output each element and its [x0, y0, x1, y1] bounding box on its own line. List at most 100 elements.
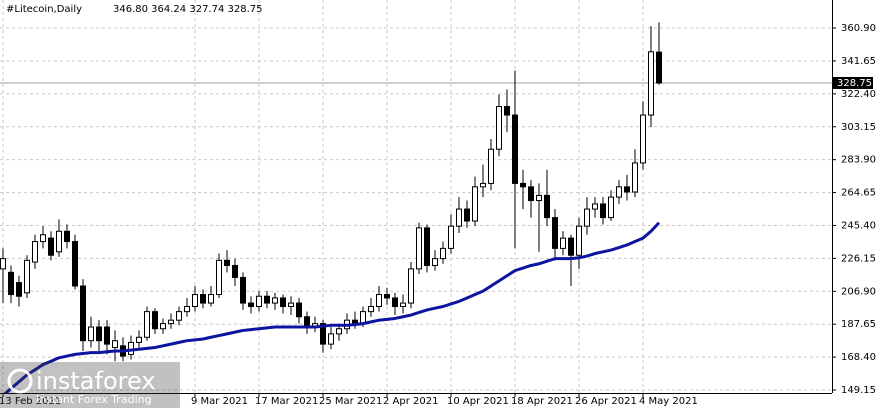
candle-body	[136, 336, 142, 343]
candle-body	[160, 323, 166, 330]
candle-body	[72, 241, 78, 287]
y-tick-label: 168.40	[841, 352, 876, 363]
candle-body	[624, 186, 630, 193]
candle-body	[552, 217, 558, 249]
candle-body	[368, 306, 374, 313]
watermark-brand: instaforex	[36, 367, 156, 395]
candle-body	[256, 295, 262, 308]
y-tick-label: 187.65	[841, 319, 876, 330]
candle-body	[560, 237, 566, 249]
candle-body	[400, 302, 406, 308]
candle-body	[576, 225, 582, 256]
x-tick-label: 10 Apr 2021	[447, 396, 509, 407]
y-tick-label: 283.90	[841, 155, 876, 166]
y-tick-label: 245.40	[841, 220, 876, 231]
candle-body	[376, 294, 382, 308]
candle-body	[424, 227, 430, 266]
candle-body	[592, 203, 598, 210]
candle-body	[144, 311, 150, 338]
candle-body	[608, 196, 614, 219]
candle-body	[216, 259, 222, 296]
header: #Litecoin,Daily 346.80 364.24 327.74 328…	[6, 4, 263, 15]
candle-body	[0, 258, 6, 270]
candle-body	[152, 311, 158, 330]
candle-body	[88, 326, 94, 342]
y-tick-label: 206.90	[841, 286, 876, 297]
x-tick-label: 25 Mar 2021	[319, 396, 382, 407]
candle-body	[224, 259, 230, 266]
candle-body	[24, 259, 30, 294]
candle-body	[128, 341, 134, 355]
candle-body	[168, 319, 174, 325]
candle-body	[288, 302, 294, 308]
candle-body	[208, 294, 214, 304]
candle-body	[480, 182, 486, 188]
x-tick-label: 26 Apr 2021	[575, 396, 637, 407]
candle-body	[64, 230, 70, 243]
y-tick-label: 264.65	[841, 188, 876, 199]
chart-title: #Litecoin,Daily	[6, 4, 82, 15]
candle-body	[304, 316, 310, 328]
candle-body	[392, 297, 398, 308]
candle-body	[416, 227, 422, 270]
candle-body	[440, 247, 446, 260]
x-tick-label: 17 Mar 2021	[255, 396, 318, 407]
candle-body	[80, 285, 86, 342]
candle-body	[184, 306, 190, 313]
x-tick-label: 9 Mar 2021	[191, 396, 248, 407]
candle-body	[192, 294, 198, 308]
candle-body	[584, 208, 590, 227]
last-price-box	[833, 76, 873, 89]
candle-body	[504, 105, 510, 116]
y-tick-label: 303.15	[841, 122, 876, 133]
x-tick-label: 13 Feb 2021	[0, 396, 61, 407]
candle-body	[104, 326, 110, 345]
x-tick-label: 2 Apr 2021	[383, 396, 438, 407]
watermark-logo	[7, 368, 33, 394]
candle-body	[456, 208, 462, 227]
candle-body	[264, 295, 270, 304]
candle-body	[616, 186, 622, 198]
candle-body	[544, 194, 550, 219]
candle-body	[408, 268, 414, 304]
candle-body	[496, 105, 502, 150]
y-tick-label: 360.90	[841, 23, 876, 34]
candle-body	[16, 282, 22, 297]
candle-body	[328, 333, 334, 345]
candle-body	[296, 302, 302, 318]
y-tick-label: 226.15	[841, 253, 876, 264]
x-tick-label: 4 May 2021	[639, 396, 698, 407]
candle-body	[648, 51, 654, 116]
candle-body	[176, 311, 182, 321]
candle-body	[528, 186, 534, 202]
candle-body	[600, 203, 606, 219]
candle-body	[32, 241, 38, 263]
candle-body	[320, 323, 326, 345]
candle-body	[536, 194, 542, 202]
x-tick-label: 18 Apr 2021	[511, 396, 573, 407]
candle-body	[8, 271, 14, 296]
candle-body	[448, 225, 454, 249]
candle-body	[96, 326, 102, 342]
moving-average	[3, 221, 661, 393]
candle-body	[48, 237, 54, 256]
candle-body	[472, 186, 478, 222]
candle-body	[640, 114, 646, 164]
candle-body	[240, 276, 246, 304]
candle-body	[280, 297, 286, 308]
candle-body	[336, 328, 342, 335]
candle-body	[432, 258, 438, 266]
y-tick-label: 322.40	[841, 89, 876, 100]
candle-body	[248, 302, 254, 308]
candle-body	[512, 114, 518, 184]
watermark-tagline: Instant Forex Trading	[36, 393, 152, 406]
candle-body	[520, 182, 526, 188]
candle-body	[232, 264, 238, 278]
last-price-label: 328.75	[837, 78, 872, 89]
candle-body	[272, 297, 278, 304]
plot	[0, 22, 662, 393]
candle-body	[384, 294, 390, 299]
ohlc-text: 346.80 364.24 327.74 328.75	[113, 4, 263, 15]
